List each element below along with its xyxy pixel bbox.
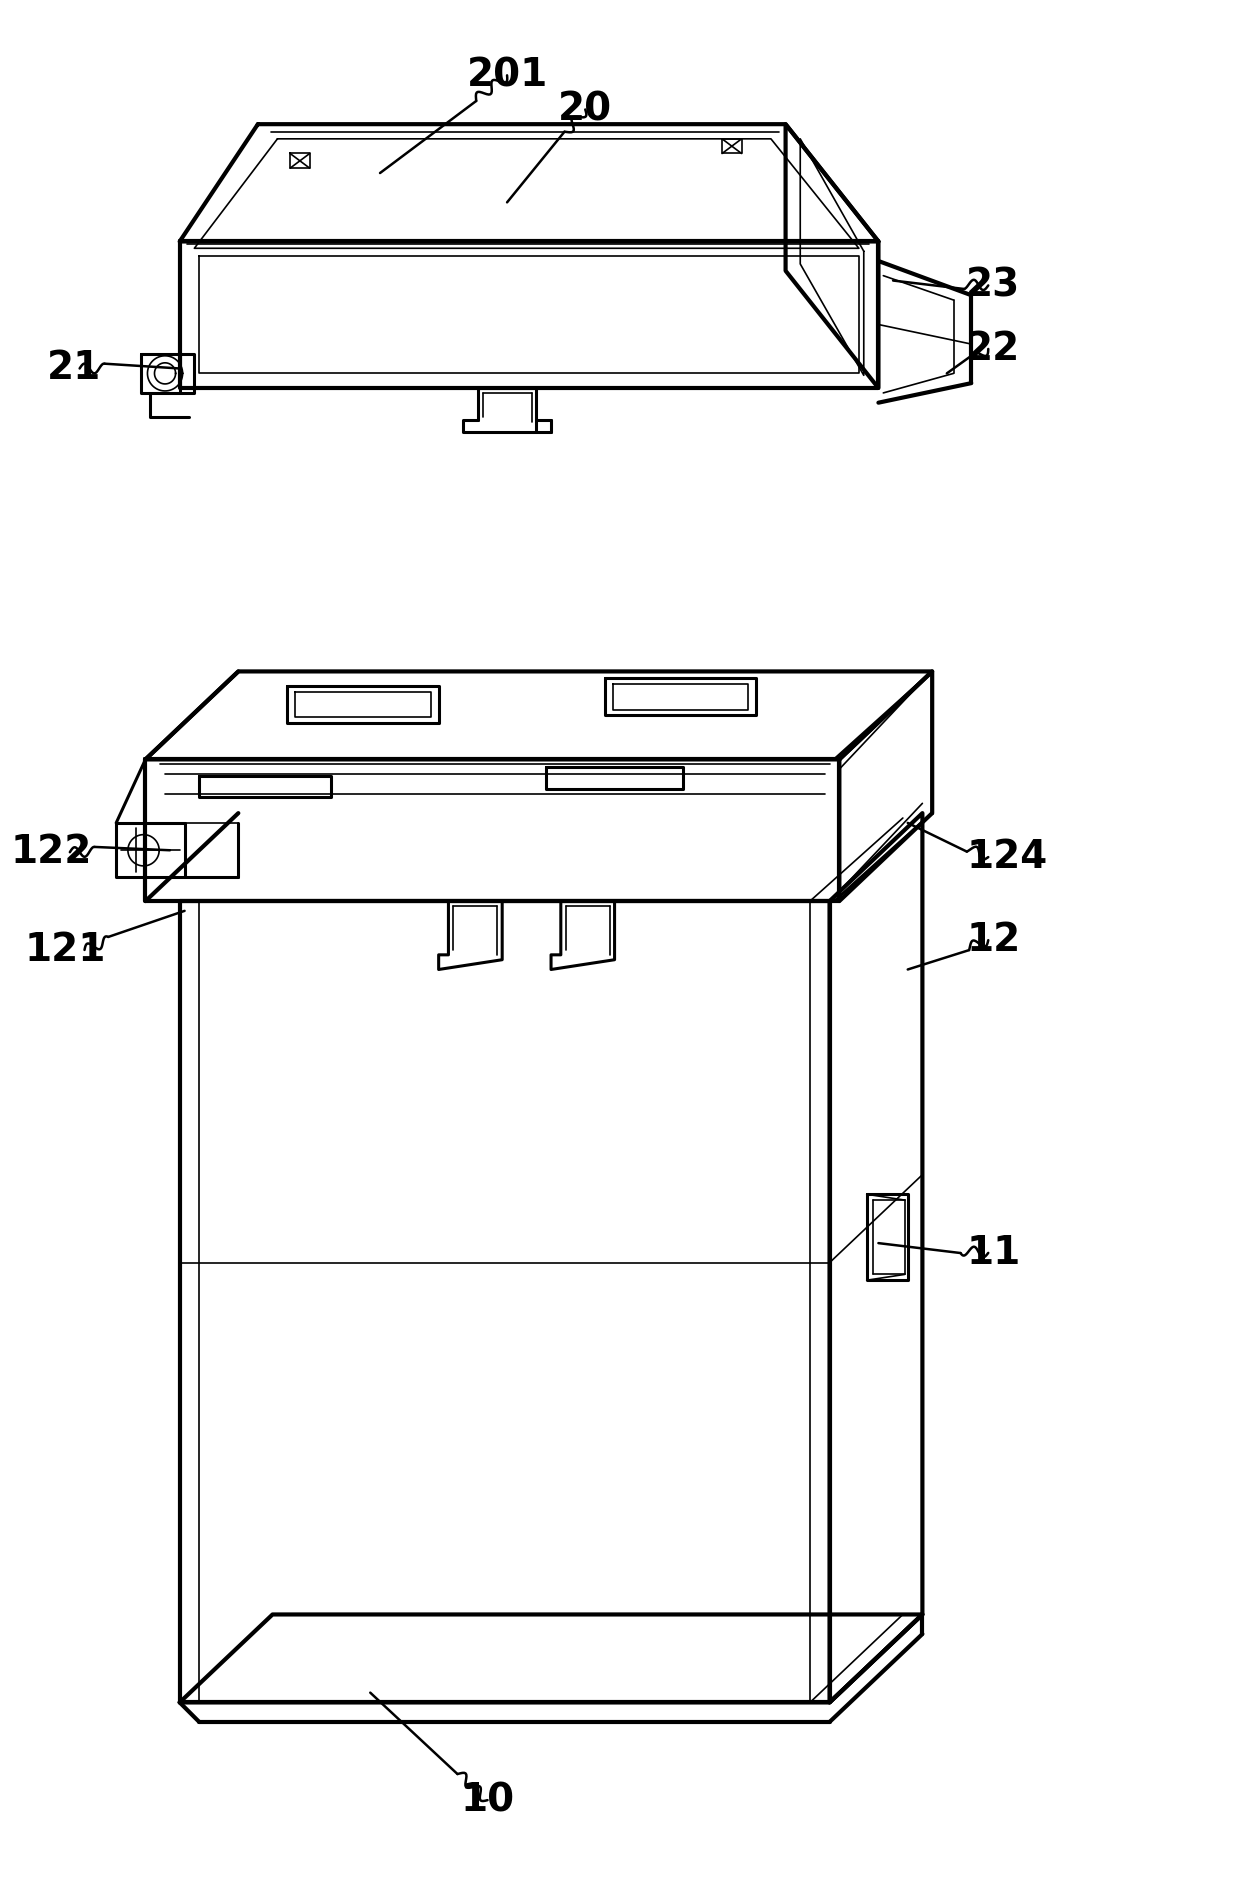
Text: 121: 121 — [25, 930, 107, 968]
Text: 201: 201 — [466, 57, 548, 95]
Text: 10: 10 — [460, 1781, 515, 1819]
Text: 12: 12 — [966, 921, 1021, 959]
Text: 11: 11 — [966, 1234, 1021, 1272]
Text: 22: 22 — [966, 330, 1021, 368]
Text: 21: 21 — [47, 349, 102, 387]
Text: 23: 23 — [966, 267, 1021, 305]
Text: 122: 122 — [10, 834, 92, 872]
Text: 124: 124 — [966, 838, 1048, 875]
Text: 20: 20 — [558, 91, 613, 129]
